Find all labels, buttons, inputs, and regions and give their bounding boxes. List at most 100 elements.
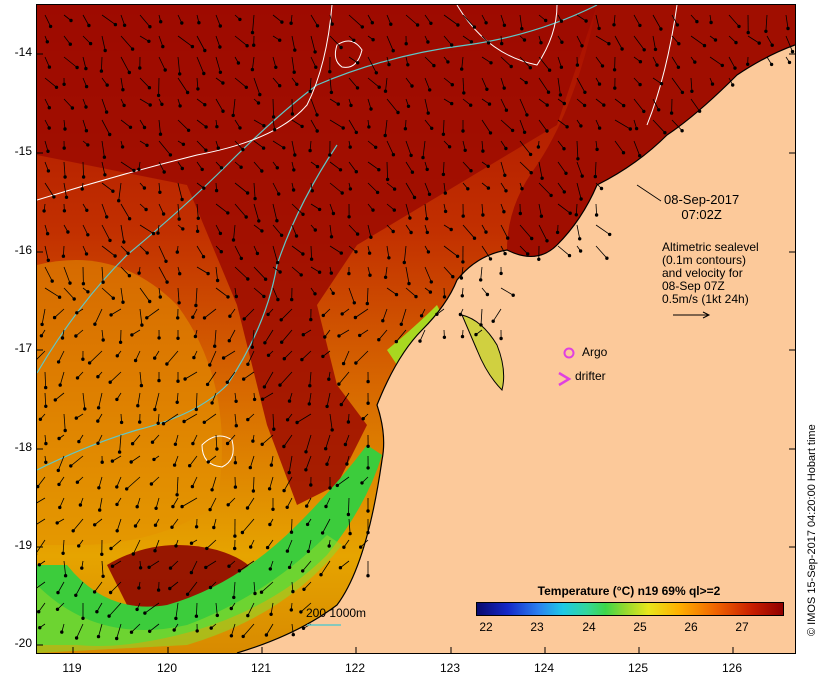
velocity-arrow — [367, 77, 380, 88]
velocity-arrow — [310, 35, 316, 52]
velocity-arrow — [557, 161, 567, 174]
velocity-arrow — [348, 77, 358, 89]
velocity-arrow — [139, 371, 142, 386]
velocity-arrow-head — [528, 66, 532, 70]
velocity-arrow — [234, 182, 248, 194]
velocity-arrow-head — [168, 153, 173, 157]
velocity-arrow — [37, 476, 46, 487]
colorbar-tick: 26 — [684, 620, 698, 634]
velocity-arrow-head — [61, 254, 66, 258]
velocity-arrow — [671, 56, 679, 68]
velocity-arrow-head — [285, 418, 290, 422]
velocity-arrow-head — [227, 564, 231, 568]
velocity-arrow — [215, 266, 218, 281]
velocity-arrow-head — [121, 300, 125, 304]
velocity-arrow-head — [68, 42, 72, 46]
velocity-arrow — [272, 245, 278, 263]
velocity-arrow — [177, 287, 180, 303]
velocity-arrow-head — [499, 336, 503, 341]
velocity-arrow — [234, 266, 249, 280]
velocity-arrow — [280, 308, 293, 321]
velocity-arrow-head — [331, 291, 335, 295]
velocity-arrow — [158, 119, 161, 135]
velocity-arrow-head — [391, 49, 395, 53]
velocity-arrow-head — [142, 186, 147, 190]
velocity-arrow-head — [356, 61, 360, 65]
velocity-arrow-head — [202, 420, 206, 424]
velocity-arrow-head — [435, 312, 439, 316]
velocity-arrow — [519, 119, 525, 133]
velocity-arrow-head — [265, 545, 270, 550]
velocity-arrow-head — [285, 549, 290, 553]
velocity-arrow — [405, 182, 415, 198]
velocity-arrow — [301, 350, 312, 360]
velocity-arrow-head — [394, 292, 399, 297]
velocity-arrow-head — [170, 525, 174, 529]
velocity-arrow-head — [562, 146, 566, 151]
velocity-arrow-head — [409, 230, 413, 235]
velocity-arrow-head — [261, 146, 266, 150]
velocity-arrow-head — [377, 338, 381, 342]
velocity-arrow-head — [47, 105, 51, 110]
velocity-arrow-head — [348, 187, 353, 191]
velocity-arrow — [82, 14, 90, 26]
velocity-arrow-head — [161, 212, 166, 216]
velocity-arrow-head — [56, 360, 61, 364]
velocity-arrow — [348, 56, 358, 64]
velocity-arrow — [242, 518, 255, 533]
velocity-arrow-head — [115, 529, 119, 533]
velocity-arrow — [63, 287, 75, 300]
velocity-arrow-head — [354, 361, 358, 365]
velocity-arrow-head — [366, 379, 370, 384]
velocity-arrow-head — [506, 236, 510, 240]
velocity-arrow-head — [290, 112, 295, 116]
velocity-arrow — [101, 56, 103, 72]
velocity-arrow-head — [442, 295, 447, 299]
velocity-arrow-head — [245, 506, 250, 510]
velocity-arrow-head — [60, 336, 65, 340]
lon-label-121: 121 — [250, 661, 272, 675]
velocity-arrow-head — [145, 316, 149, 320]
velocity-arrow — [728, 14, 740, 27]
cold-coastal-band-inner — [37, 535, 342, 653]
velocity-arrow-head — [282, 444, 286, 449]
velocity-arrow — [215, 56, 221, 73]
velocity-arrow-head — [148, 103, 152, 107]
velocity-arrow — [291, 203, 304, 215]
velocity-arrow-head — [66, 230, 70, 234]
velocity-arrow-head — [260, 169, 264, 173]
velocity-arrow — [234, 140, 244, 150]
velocity-arrow-head — [680, 90, 685, 95]
velocity-arrow-head — [412, 195, 417, 200]
velocity-arrow-head — [279, 318, 283, 322]
velocity-arrow — [253, 119, 265, 127]
velocity-arrow — [424, 77, 431, 91]
velocity-arrow-head — [289, 530, 294, 534]
velocity-arrow — [109, 371, 122, 383]
velocity-arrow — [652, 119, 666, 133]
velocity-arrow — [461, 56, 464, 70]
velocity-arrow — [264, 329, 274, 344]
velocity-arrow-head — [321, 313, 325, 318]
velocity-arrow-head — [137, 586, 141, 590]
velocity-arrow-head — [546, 90, 551, 94]
velocity-arrow-head — [232, 595, 236, 600]
velocity-arrow-head — [174, 616, 178, 621]
velocity-arrow-head — [37, 563, 42, 567]
velocity-arrow-head — [154, 506, 158, 510]
velocity-arrow-head — [399, 322, 403, 326]
velocity-arrow — [671, 119, 683, 131]
lon-label-119: 119 — [62, 661, 82, 675]
velocity-arrow-head — [72, 297, 76, 301]
velocity-arrow-head — [418, 339, 422, 343]
velocity-arrow — [196, 266, 209, 274]
velocity-arrow-head — [562, 101, 566, 106]
sst-map[interactable] — [36, 4, 796, 654]
velocity-arrow-head — [201, 254, 206, 259]
velocity-arrow-head — [409, 153, 413, 158]
velocity-arrow-head — [232, 546, 237, 551]
velocity-arrow-head — [770, 43, 774, 47]
velocity-arrow-head — [367, 125, 371, 129]
velocity-arrow-head — [576, 157, 580, 161]
velocity-arrow — [343, 350, 350, 364]
